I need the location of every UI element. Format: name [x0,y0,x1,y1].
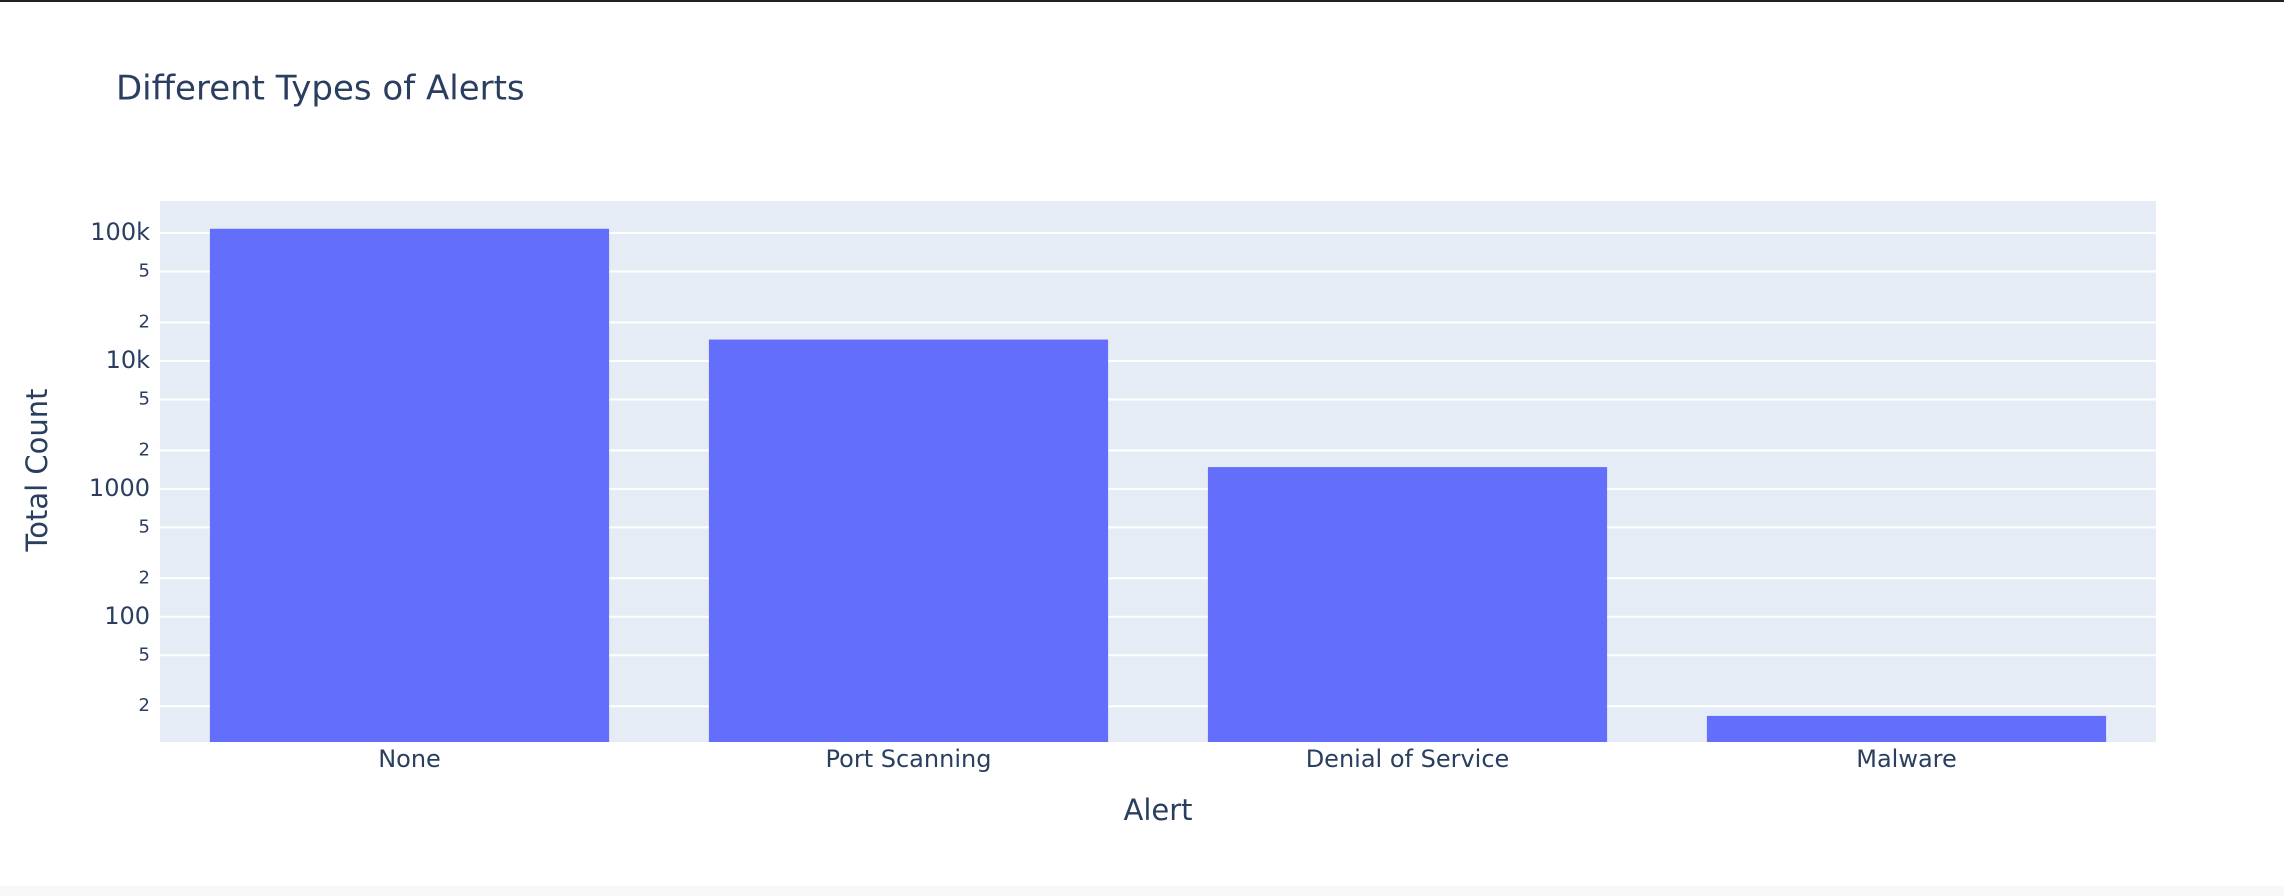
y-tick-label: 1000 [89,474,150,502]
y-tick-label: 5 [139,388,150,409]
x-axis-title: Alert [1123,793,1192,827]
y-tick-label: 5 [139,516,150,537]
y-tick-label: 2 [139,695,150,716]
y-tick-label: 2 [139,439,150,460]
y-axis-title: Total Count [20,388,54,552]
y-tick-label: 2 [139,311,150,332]
x-tick-label: Denial of Service [1306,745,1510,773]
x-tick-label: Port Scanning [826,745,992,773]
chart-title: Different Types of Alerts [116,69,525,109]
y-tick-label: 10k [106,346,151,374]
y-tick-label: 5 [139,644,150,665]
bar [1706,715,2107,742]
x-tick-label: None [378,745,441,773]
bar [1207,467,1608,742]
y-tick-label: 2 [139,567,150,588]
bottom-strip [0,886,2284,896]
y-tick-label: 5 [139,261,150,282]
bar [708,339,1109,742]
x-tick-label: Malware [1856,745,1957,773]
y-tick-label: 100k [90,218,150,246]
y-tick-label: 100 [104,602,150,630]
bar [209,228,610,742]
top-border [0,0,2284,2]
